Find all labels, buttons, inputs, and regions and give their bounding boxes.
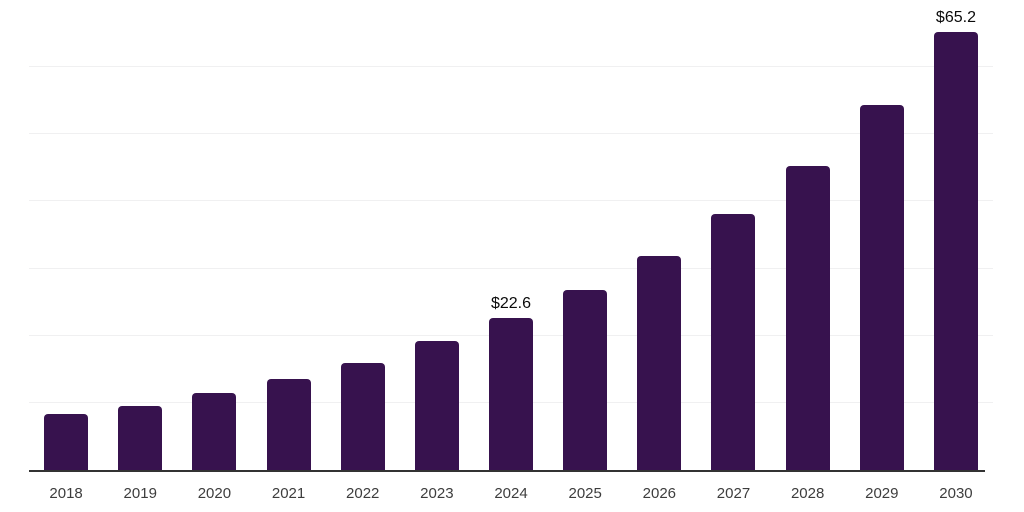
x-tick-label: 2023 [420, 485, 454, 502]
bar-slot [696, 0, 770, 470]
x-tick-label: 2021 [271, 485, 306, 502]
bar-2020 [192, 392, 237, 470]
x-tick-label: 2029 [865, 485, 899, 502]
x-tick-label: 2024 [494, 485, 528, 502]
bar-slot [771, 0, 845, 470]
bar-2021 [266, 379, 311, 470]
bar-value-label: $65.2 [935, 9, 976, 27]
bar-2030 [933, 32, 978, 470]
gridline [29, 267, 993, 269]
bar-slot: $65.2 [919, 0, 993, 470]
bar-slot [326, 0, 400, 470]
plot-area: $22.6 $65.2 [29, 0, 993, 472]
bar-slot [29, 0, 103, 470]
bar-2025 [563, 290, 608, 470]
x-tick-label: 2030 [939, 485, 973, 502]
bar-2022 [340, 362, 385, 470]
gridline [29, 200, 993, 202]
bar-slot [622, 0, 696, 470]
bar-2026 [637, 255, 682, 470]
x-tick-label: 2027 [716, 485, 751, 502]
x-tick-label: 2022 [346, 485, 380, 502]
bar-2019 [118, 406, 163, 470]
bar-slot [251, 0, 325, 470]
bar-2028 [785, 165, 830, 470]
x-axis-labels: 2018 2019 2020 2021 2022 2023 2024 2025 2026 2027… [29, 472, 993, 502]
x-tick-label: 2025 [568, 485, 602, 502]
x-tick-label: 2018 [49, 485, 83, 502]
bar-slot [103, 0, 177, 470]
gridline [29, 133, 993, 135]
x-tick-label: 2026 [642, 485, 677, 502]
bar-slot [400, 0, 474, 470]
x-tick-label: 2019 [123, 485, 157, 502]
bar-2029 [859, 105, 904, 470]
bar-2018 [44, 414, 89, 470]
x-tick-label: 2028 [790, 485, 825, 502]
bar-slot: $22.6 [474, 0, 548, 470]
gridline [29, 66, 993, 68]
bar-slot [548, 0, 622, 470]
bar-slot [177, 0, 251, 470]
bar-2024 [489, 318, 534, 470]
x-axis-line [29, 470, 985, 472]
bar-value-label: $22.6 [490, 295, 532, 313]
bars-container: $22.6 $65.2 [29, 0, 993, 470]
bar-2023 [414, 341, 459, 470]
bar-2027 [711, 214, 756, 470]
bar-slot [845, 0, 919, 470]
x-tick-label: 2020 [197, 485, 232, 502]
